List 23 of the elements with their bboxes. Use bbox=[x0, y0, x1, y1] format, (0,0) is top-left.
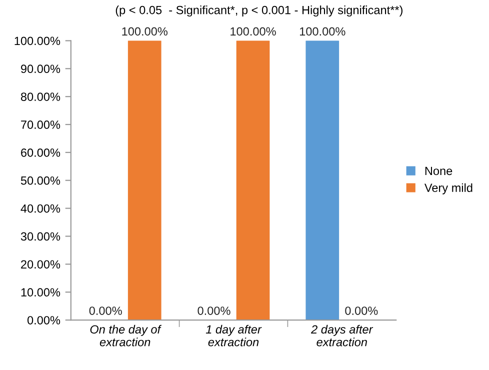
legend-label: Very mild bbox=[424, 183, 472, 194]
data-label: 0.00% bbox=[198, 306, 230, 315]
x-tick-label: 2 days after extraction bbox=[310, 324, 374, 346]
y-tick-label: 90.00% bbox=[21, 64, 60, 74]
x-tick-label: On the day of extraction bbox=[90, 324, 162, 346]
y-tick-label: 0.00% bbox=[27, 316, 60, 324]
y-tick-label: 100.00% bbox=[14, 36, 60, 46]
y-tick-label: 80.00% bbox=[20, 92, 60, 101]
data-label: 100.00% bbox=[300, 27, 346, 36]
x-tick-label: 1 day after extraction bbox=[206, 324, 262, 346]
y-tick-label: 10.00% bbox=[21, 288, 60, 297]
y-tick-label: 40.00% bbox=[20, 204, 60, 213]
data-label: 0.00% bbox=[89, 306, 122, 315]
legend-label: None bbox=[425, 166, 452, 176]
data-label: 100.00% bbox=[122, 27, 168, 36]
y-tick-label: 50.00% bbox=[20, 176, 60, 185]
y-tick-label: 70.00% bbox=[21, 120, 60, 129]
chart-title: (p < 0.05 - Significant*, p < 0.001 - Highly significant**) bbox=[116, 6, 402, 17]
y-tick-label: 60.00% bbox=[21, 148, 60, 157]
y-tick-label: 30.00% bbox=[20, 232, 60, 241]
data-label: 0.00% bbox=[345, 306, 378, 315]
y-tick-label: 20.00% bbox=[21, 260, 60, 269]
data-label: 100.00% bbox=[230, 27, 276, 36]
